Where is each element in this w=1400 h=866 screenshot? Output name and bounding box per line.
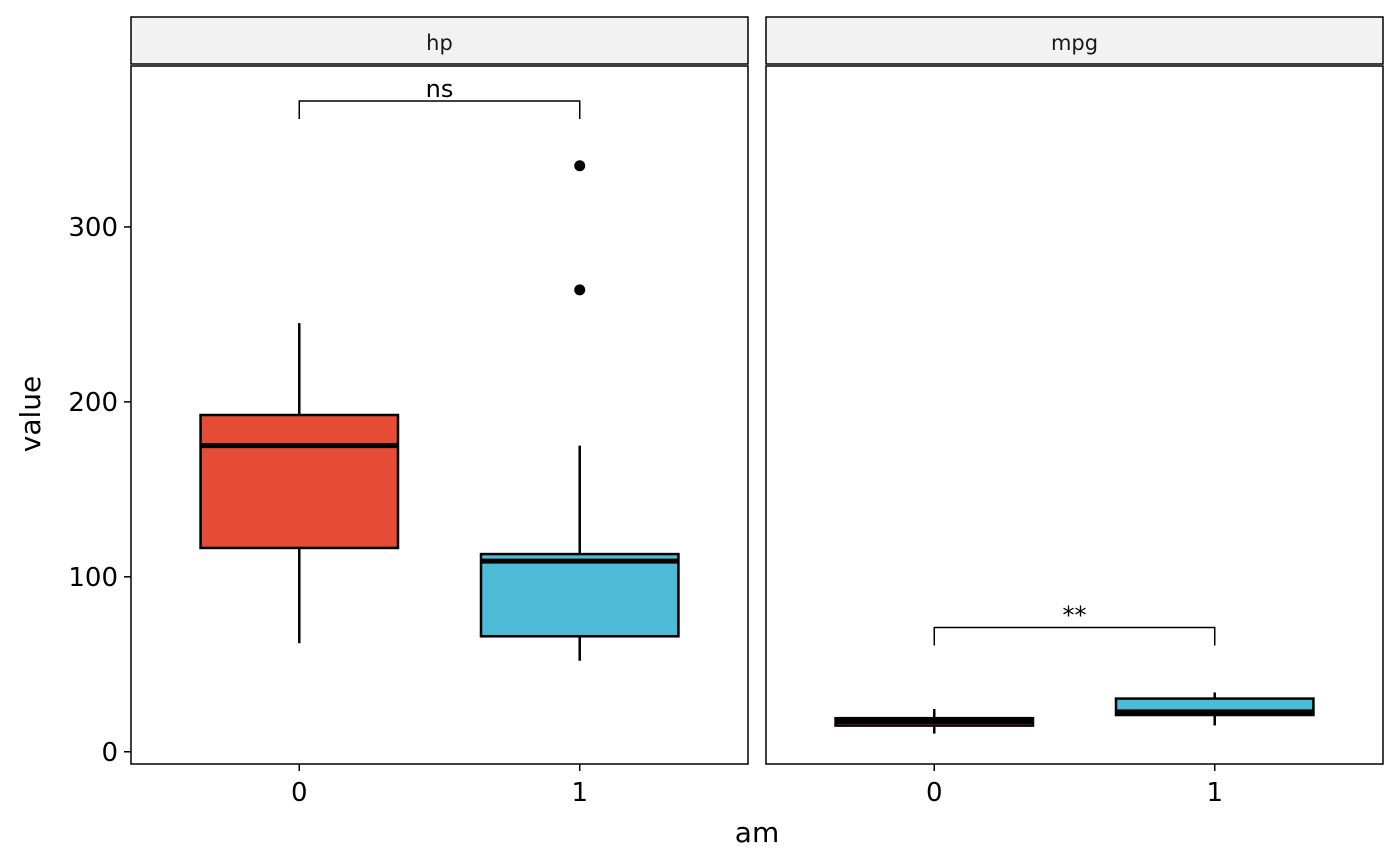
x-tick-label: 1 — [571, 778, 588, 808]
significance-label: ** — [1063, 602, 1087, 630]
box-outlier-point — [574, 160, 586, 172]
x-axis-title: am — [735, 816, 779, 849]
x-tick-label: 0 — [291, 778, 308, 808]
facet-strip-label: hp — [426, 31, 453, 55]
facet-panel-border — [130, 65, 749, 765]
box-outlier-point — [574, 284, 586, 296]
facet-panel-border — [765, 65, 1384, 765]
box-body — [199, 413, 400, 550]
facet-strip-label: mpg — [1051, 31, 1098, 55]
box-body — [479, 552, 680, 638]
facet-strip — [130, 16, 749, 65]
comparison-bracket — [933, 626, 1216, 646]
y-tick-label: 100 — [68, 563, 118, 593]
y-axis-title: value — [14, 376, 47, 452]
y-tick-label: 200 — [68, 388, 118, 418]
facet-panels: hp 0 1 ns mpg 0 1 ** — [130, 16, 1384, 808]
facet-panel-hp: hp 0 1 ns — [130, 16, 749, 808]
x-tick-label: 0 — [926, 778, 943, 808]
facet-strip — [765, 16, 1384, 65]
facet-panel-mpg: mpg 0 1 ** — [765, 16, 1384, 808]
significance-label: ns — [426, 75, 454, 103]
y-tick-label: 300 — [68, 213, 118, 243]
y-tick-label: 0 — [101, 738, 118, 768]
comparison-bracket — [298, 100, 581, 119]
y-axis: 0 100 200 300 — [68, 213, 131, 768]
x-tick-label: 1 — [1206, 778, 1223, 808]
